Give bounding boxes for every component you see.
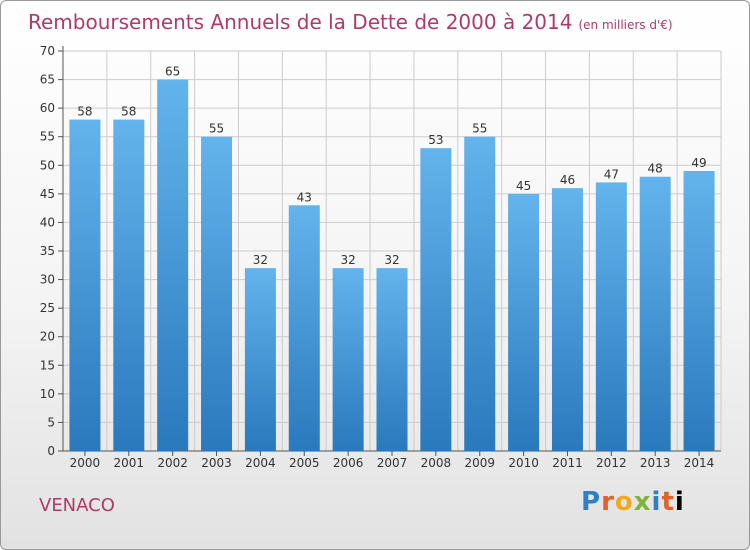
bars: [69, 79, 715, 452]
data-label-2003: 55: [209, 122, 224, 136]
bar-2008: [420, 148, 452, 451]
x-tick-label-2002: 2002: [157, 456, 188, 470]
data-label-2002: 65: [165, 65, 180, 79]
bar-2000: [69, 119, 101, 452]
x-tick-label-2001: 2001: [114, 456, 145, 470]
x-tick-label-2014: 2014: [684, 456, 715, 470]
chart-subtitle: (en milliers d'€): [578, 18, 673, 32]
data-label-2006: 32: [340, 253, 355, 267]
data-label-2009: 55: [472, 122, 487, 136]
x-tick-label-2005: 2005: [289, 456, 320, 470]
x-tick-label-2012: 2012: [596, 456, 627, 470]
bar-2007: [376, 268, 408, 451]
bar-2001: [113, 119, 145, 452]
x-tick-label-2010: 2010: [508, 456, 539, 470]
bar-2006: [332, 268, 364, 451]
data-label-2001: 58: [121, 105, 136, 119]
x-tick-label-2004: 2004: [245, 456, 276, 470]
data-labels: 58 58 65 55 32 43 32 32 53 55 45 46 47 48 49: [77, 65, 706, 268]
bar-2002: [157, 79, 189, 452]
y-tick-label: 65: [40, 73, 55, 87]
x-tick-label-2013: 2013: [640, 456, 671, 470]
x-tick-label-2006: 2006: [333, 456, 364, 470]
y-tick-label: 30: [40, 273, 55, 287]
data-label-2010: 45: [516, 179, 531, 193]
bar-2014: [683, 171, 715, 451]
chart-title: Remboursements Annuels de la Dette de 20…: [28, 10, 673, 34]
data-label-2004: 32: [253, 253, 268, 267]
bar-2003: [201, 136, 233, 451]
y-tick-label: 20: [40, 330, 55, 344]
bar-2009: [464, 136, 496, 451]
x-tick-label-2003: 2003: [201, 456, 232, 470]
data-label-2005: 43: [297, 190, 312, 204]
proxiti-logo[interactable]: Proxiti: [581, 487, 685, 517]
y-tick-label: 0: [47, 444, 55, 458]
y-tick-label: 40: [40, 215, 55, 229]
x-tick-label-2009: 2009: [464, 456, 495, 470]
bar-2011: [551, 188, 583, 451]
data-label-2014: 49: [691, 156, 706, 170]
data-label-2000: 58: [77, 105, 92, 119]
data-label-2008: 53: [428, 133, 443, 147]
bar-2005: [288, 205, 320, 451]
y-tick-label: 5: [47, 415, 55, 429]
bar-2004: [244, 268, 276, 451]
y-tick-label: 35: [40, 244, 55, 258]
data-label-2007: 32: [384, 253, 399, 267]
y-tick-label: 25: [40, 301, 55, 315]
data-label-2013: 48: [648, 162, 663, 176]
bar-2012: [595, 182, 627, 451]
y-tick-label: 55: [40, 130, 55, 144]
x-tick-label-2011: 2011: [552, 456, 583, 470]
commune-name: VENACO: [39, 495, 115, 516]
x-tick-label-2000: 2000: [70, 456, 101, 470]
y-tick-label: 10: [40, 387, 55, 401]
y-tick-label: 70: [40, 44, 55, 58]
data-label-2011: 46: [560, 173, 575, 187]
y-tick-label: 50: [40, 158, 55, 172]
x-tick-label-2007: 2007: [377, 456, 408, 470]
chart-title-text: Remboursements Annuels de la Dette de 20…: [28, 10, 573, 34]
y-tick-label: 15: [40, 358, 55, 372]
x-tick-label-2008: 2008: [421, 456, 452, 470]
bar-2010: [508, 193, 540, 451]
data-label-2012: 47: [604, 167, 619, 181]
bar-2013: [639, 176, 671, 451]
y-tick-label: 60: [40, 101, 55, 115]
y-tick-label: 45: [40, 187, 55, 201]
